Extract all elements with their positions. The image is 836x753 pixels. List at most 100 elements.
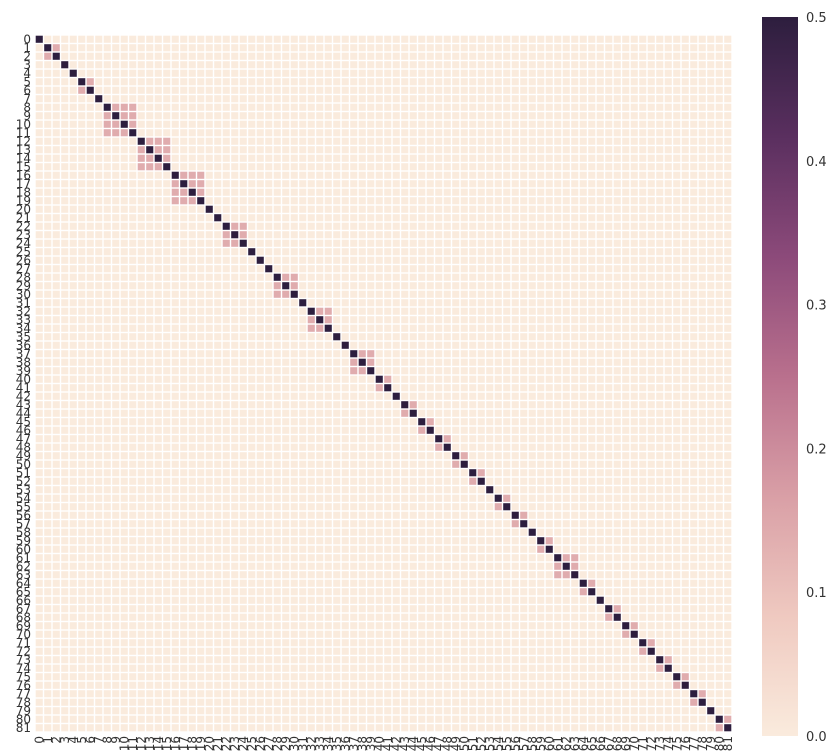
- heatmap-cell: [257, 427, 264, 434]
- heatmap-cell: [248, 469, 255, 476]
- heatmap-cell: [580, 197, 587, 204]
- heatmap-cell: [418, 265, 425, 272]
- heatmap-cell: [597, 486, 604, 493]
- heatmap-cell: [469, 180, 476, 187]
- heatmap-cell: [588, 248, 595, 255]
- heatmap-cell: [435, 512, 442, 519]
- heatmap-cell: [342, 316, 349, 323]
- heatmap-cell: [44, 129, 51, 136]
- heatmap-cell: [580, 214, 587, 221]
- heatmap-cell: [180, 87, 187, 94]
- heatmap-cell: [495, 410, 502, 417]
- heatmap-cell: [597, 146, 604, 153]
- heatmap-cell: [393, 478, 400, 485]
- heatmap-cell: [104, 512, 111, 519]
- heatmap-cell: [36, 44, 43, 51]
- heatmap-cell: [486, 503, 493, 510]
- heatmap-cell: [707, 308, 714, 315]
- heatmap-cell: [376, 342, 383, 349]
- heatmap-cell: [554, 180, 561, 187]
- heatmap-cell: [393, 316, 400, 323]
- heatmap-cell: [716, 129, 723, 136]
- heatmap-cell: [631, 257, 638, 264]
- heatmap-cell: [36, 503, 43, 510]
- heatmap-cell: [469, 384, 476, 391]
- heatmap-cell: [248, 350, 255, 357]
- heatmap-cell: [512, 189, 519, 196]
- heatmap-cell: [495, 78, 502, 85]
- heatmap-cell: [189, 146, 196, 153]
- heatmap-cell: [631, 44, 638, 51]
- heatmap-cell: [571, 461, 578, 468]
- heatmap-cell: [648, 172, 655, 179]
- heatmap-cell: [282, 486, 289, 493]
- heatmap-cell: [274, 180, 281, 187]
- heatmap-cell: [189, 367, 196, 374]
- heatmap-cell: [656, 367, 663, 374]
- heatmap-cell: [546, 121, 553, 128]
- heatmap-cell: [622, 180, 629, 187]
- heatmap-cell: [512, 401, 519, 408]
- heatmap-cell: [410, 452, 417, 459]
- heatmap-cell: [376, 223, 383, 230]
- heatmap-cell: [308, 274, 315, 281]
- heatmap-cell: [61, 265, 68, 272]
- heatmap-cell: [605, 486, 612, 493]
- heatmap-cell: [410, 503, 417, 510]
- heatmap-cell: [384, 189, 391, 196]
- heatmap-cell: [614, 537, 621, 544]
- heatmap-cell: [495, 512, 502, 519]
- heatmap-cell: [588, 206, 595, 213]
- heatmap-cell: [444, 146, 451, 153]
- heatmap-cell: [95, 350, 102, 357]
- heatmap-cell: [682, 180, 689, 187]
- heatmap-cell: [112, 384, 119, 391]
- heatmap-cell: [537, 359, 544, 366]
- heatmap-cell: [78, 95, 85, 102]
- heatmap-cell: [138, 316, 145, 323]
- heatmap-cell: [435, 461, 442, 468]
- heatmap-cell: [682, 546, 689, 553]
- heatmap-cell: [87, 231, 94, 238]
- heatmap-cell: [690, 401, 697, 408]
- heatmap-cell: [172, 146, 179, 153]
- heatmap-cell: [257, 138, 264, 145]
- heatmap-cell: [639, 274, 646, 281]
- heatmap-cell: [257, 155, 264, 162]
- heatmap-cell: [316, 189, 323, 196]
- heatmap-cell: [359, 104, 366, 111]
- heatmap-cell: [367, 520, 374, 527]
- heatmap-cell: [299, 44, 306, 51]
- heatmap-cell: [180, 376, 187, 383]
- heatmap-cell: [376, 265, 383, 272]
- heatmap-cell: [36, 180, 43, 187]
- heatmap-cell: [639, 61, 646, 68]
- heatmap-cell: [707, 393, 714, 400]
- heatmap-cell: [537, 393, 544, 400]
- heatmap-cell: [546, 444, 553, 451]
- heatmap-cell: [495, 274, 502, 281]
- heatmap-cell: [665, 223, 672, 230]
- heatmap-cell: [308, 61, 315, 68]
- heatmap-cell: [665, 486, 672, 493]
- heatmap-cell: [546, 129, 553, 136]
- heatmap-cell: [350, 291, 357, 298]
- heatmap-cell: [240, 214, 247, 221]
- heatmap-cell: [690, 520, 697, 527]
- heatmap-cell: [129, 172, 136, 179]
- heatmap-cell: [265, 248, 272, 255]
- heatmap-cell: [376, 486, 383, 493]
- heatmap-cell: [435, 384, 442, 391]
- heatmap-cell: [682, 469, 689, 476]
- heatmap-cell: [656, 240, 663, 247]
- heatmap-cell: [580, 291, 587, 298]
- heatmap-cell: [53, 61, 60, 68]
- heatmap-cell: [682, 376, 689, 383]
- heatmap-cell: [316, 155, 323, 162]
- heatmap-cell: [44, 274, 51, 281]
- heatmap-cell: [478, 401, 485, 408]
- heatmap-cell: [588, 359, 595, 366]
- heatmap-cell: [580, 61, 587, 68]
- heatmap-cell: [155, 316, 162, 323]
- heatmap-cell: [155, 503, 162, 510]
